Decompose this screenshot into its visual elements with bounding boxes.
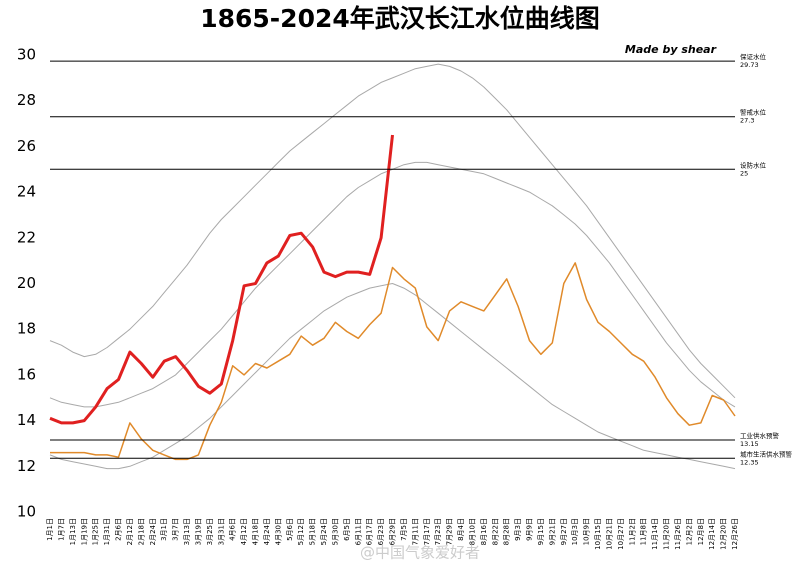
x-tick-label: 2月24日 [149, 518, 157, 545]
x-tick-label: 8月28日 [503, 518, 511, 545]
x-tick-label: 5月30日 [331, 518, 339, 545]
x-tick-label: 12月20日 [720, 518, 728, 550]
reference-value: 29.73 [740, 61, 759, 69]
x-tick-label: 5月6日 [286, 518, 294, 541]
x-tick-label: 10月3日 [571, 518, 579, 545]
y-tick-label: 12 [17, 457, 36, 475]
x-tick-label: 10月21日 [605, 518, 613, 550]
x-tick-label: 3月13日 [183, 518, 191, 545]
x-tick-label: 10月9日 [583, 518, 591, 545]
x-tick-label: 8月22日 [491, 518, 499, 545]
x-tick-label: 12月14日 [708, 518, 716, 550]
x-tick-label: 3月25日 [206, 518, 214, 545]
x-tick-label: 9月21日 [548, 518, 556, 545]
x-tick-label: 1月1日 [46, 518, 54, 541]
x-tick-label: 11月8日 [640, 518, 648, 545]
series-line [49, 161, 736, 408]
series-line [49, 283, 736, 470]
x-tick-label: 6月29日 [389, 518, 397, 545]
x-tick-label: 5月12日 [297, 518, 305, 545]
x-tick-label: 11月26日 [674, 518, 682, 550]
x-tick-label: 1月7日 [57, 518, 65, 541]
x-tick-label: 8月10日 [468, 518, 476, 545]
y-tick-label: 24 [17, 183, 36, 201]
reference-label: 城市生活供水预警 [740, 449, 793, 458]
x-tick-label: 1月13日 [69, 518, 77, 545]
y-tick-label: 30 [17, 46, 36, 64]
chart-title: 1865-2024年武汉长江水位曲线图 [200, 4, 600, 33]
x-tick-label: 7月29日 [446, 518, 454, 545]
reference-label: 工业供水预警 [740, 431, 780, 440]
x-tick-label: 12月26日 [731, 518, 739, 550]
reference-value: 12.35 [740, 458, 759, 466]
y-tick-label: 14 [17, 411, 36, 429]
reference-label: 警戒水位 [740, 108, 767, 117]
series-line [49, 134, 394, 425]
x-tick-label: 2月18日 [137, 518, 145, 545]
x-tick-label: 3月19日 [194, 518, 202, 545]
x-tick-label: 7月5日 [400, 518, 408, 541]
x-tick-label: 3月31日 [217, 518, 225, 545]
x-tick-label: 6月17日 [366, 518, 374, 545]
x-tick-label: 9月9日 [526, 518, 534, 541]
reference-label: 设防水位 [740, 160, 767, 169]
series-line [49, 63, 736, 399]
x-tick-label: 7月23日 [434, 518, 442, 545]
y-tick-label: 10 [17, 503, 36, 521]
x-tick-label: 6月5日 [343, 518, 351, 541]
x-tick-label: 1月25日 [92, 518, 100, 545]
x-tick-label: 6月11日 [354, 518, 362, 545]
x-tick-label: 4月12日 [240, 518, 248, 545]
x-tick-label: 4月24日 [263, 518, 271, 545]
x-tick-label: 7月17日 [423, 518, 431, 545]
series-line [50, 262, 736, 461]
reference-value: 25 [740, 169, 748, 177]
x-tick-label: 12月8日 [697, 518, 705, 545]
x-tick-label: 12月2日 [685, 518, 693, 545]
x-tick-label: 1月19日 [80, 518, 88, 545]
x-tick-label: 11月20日 [663, 518, 671, 550]
y-tick-label: 28 [17, 91, 36, 109]
x-tick-label: 9月27日 [560, 518, 568, 545]
x-tick-label: 4月6日 [229, 518, 237, 541]
y-tick-label: 16 [17, 365, 36, 383]
reference-value: 27.3 [740, 117, 754, 125]
x-tick-label: 4月30日 [274, 518, 282, 545]
x-tick-label: 8月4日 [457, 518, 465, 541]
x-tick-label: 11月2日 [628, 518, 636, 545]
x-tick-label: 8月16日 [480, 518, 488, 545]
annotation: Made by shear [625, 43, 717, 56]
x-tick-label: 3月7日 [172, 518, 180, 541]
y-tick-label: 20 [17, 274, 36, 292]
x-tick-label: 9月15日 [537, 518, 545, 545]
x-tick-label: 11月14日 [651, 518, 659, 550]
y-tick-label: 22 [17, 228, 36, 246]
x-tick-label: 1月31日 [103, 518, 111, 545]
reference-value: 13.15 [740, 440, 759, 448]
x-tick-label: 9月3日 [514, 518, 522, 541]
x-tick-label: 4月18日 [252, 518, 260, 545]
x-tick-label: 2月12日 [126, 518, 134, 545]
x-tick-label: 7月11日 [411, 518, 419, 545]
x-tick-label: 10月15日 [594, 518, 602, 550]
y-tick-label: 18 [17, 320, 36, 338]
watermark: @中国气象爱好者 [360, 544, 480, 562]
x-tick-label: 6月23日 [377, 518, 385, 545]
x-tick-label: 10月27日 [617, 518, 625, 550]
x-tick-label: 3月1日 [160, 518, 168, 541]
reference-label: 保证水位 [740, 52, 767, 61]
y-tick-label: 26 [17, 137, 36, 155]
x-tick-label: 5月24日 [320, 518, 328, 545]
x-tick-label: 5月18日 [309, 518, 317, 545]
x-tick-label: 2月6日 [115, 518, 123, 541]
